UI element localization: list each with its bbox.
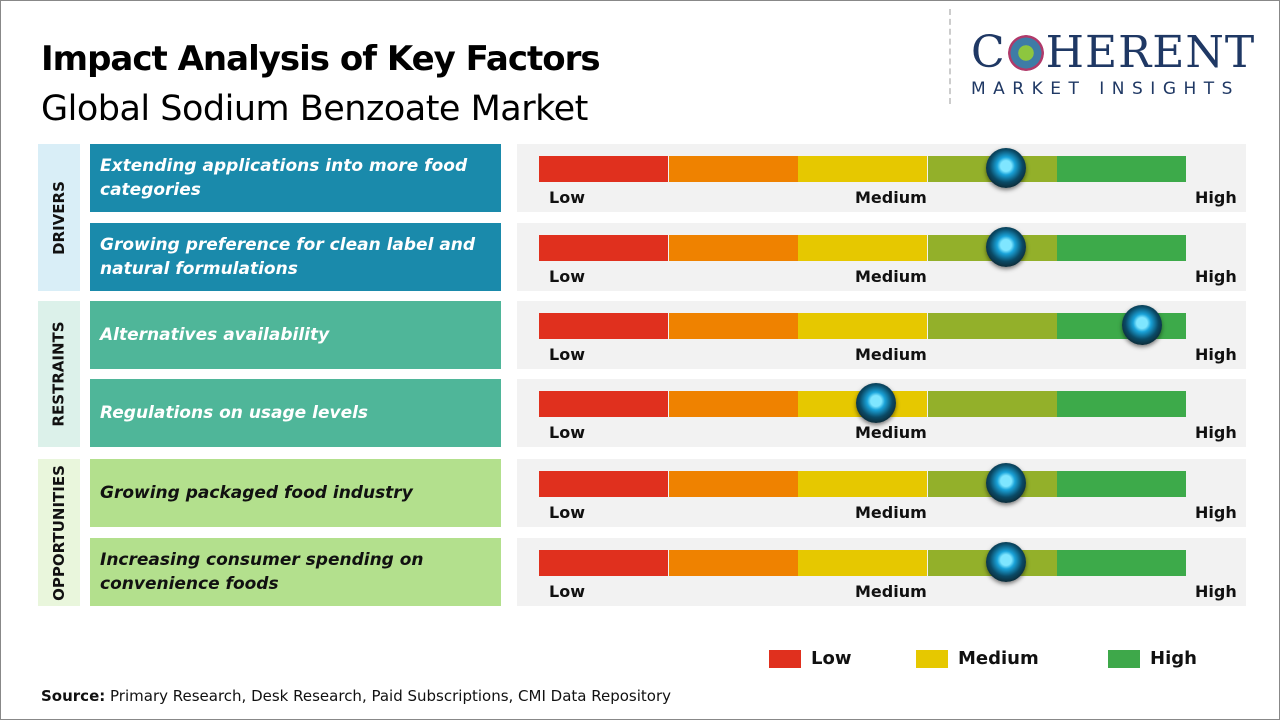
factor-text: Extending applications into more food ca… — [100, 156, 468, 200]
impact-gauge: Low Medium High — [517, 538, 1246, 606]
factor-box: Growing packaged food industry — [90, 459, 501, 527]
category-label: DRIVERS — [50, 180, 69, 255]
legend-label: High — [1150, 648, 1197, 669]
factor-box: Alternatives availability — [90, 301, 501, 369]
gauge-segment — [668, 471, 798, 497]
gauge-segment — [927, 313, 1057, 339]
gauge-segment — [539, 391, 668, 417]
legend-item: Low — [769, 648, 851, 669]
gauge-segment — [798, 156, 928, 182]
globe-icon — [1007, 35, 1044, 71]
gauge-segment — [1057, 550, 1187, 576]
gauge-segment — [539, 156, 668, 182]
source-label: Source: — [41, 687, 106, 705]
gauge-segment — [798, 471, 928, 497]
low-label: Low — [549, 345, 585, 364]
impact-gauge: Low Medium High — [517, 144, 1246, 212]
page-subtitle: Global Sodium Benzoate Market — [41, 89, 588, 129]
gauge-segment — [539, 471, 668, 497]
gauge-segment — [539, 235, 668, 261]
impact-gauge: Low Medium High — [517, 459, 1246, 527]
impact-marker-icon — [985, 463, 1026, 503]
gauge-segment — [1057, 156, 1187, 182]
factor-box: Regulations on usage levels — [90, 379, 501, 447]
high-label: High — [1195, 503, 1237, 522]
low-label: Low — [549, 188, 585, 207]
medium-label: Medium — [855, 423, 927, 442]
medium-label: Medium — [855, 345, 927, 364]
high-label: High — [1195, 267, 1237, 286]
legend-swatch — [1108, 649, 1140, 668]
gauge-segment — [798, 550, 928, 576]
high-label: High — [1195, 582, 1237, 601]
medium-label: Medium — [855, 267, 927, 286]
high-label: High — [1195, 423, 1237, 442]
gauge-segment — [1057, 235, 1187, 261]
impact-marker-icon — [1121, 305, 1162, 345]
impact-gauge: Low Medium High — [517, 223, 1246, 291]
factor-text: Increasing consumer spending on convenie… — [100, 550, 424, 594]
category-label: RESTRAINTS — [50, 321, 69, 427]
low-label: Low — [549, 267, 585, 286]
category-drivers: DRIVERS — [38, 144, 80, 291]
gauge-segment — [668, 313, 798, 339]
factor-box: Growing preference for clean label and n… — [90, 223, 501, 291]
factor-text: Regulations on usage levels — [100, 403, 369, 423]
category-restraints: RESTRAINTS — [38, 301, 80, 447]
gauge-segment — [927, 391, 1057, 417]
gauge-segment — [539, 313, 668, 339]
low-label: Low — [549, 503, 585, 522]
factor-text: Growing packaged food industry — [100, 483, 413, 503]
gauge-segment — [668, 235, 798, 261]
impact-marker-icon — [855, 383, 896, 423]
legend-item: High — [1108, 648, 1197, 669]
legend-label: Medium — [958, 648, 1039, 669]
divider — [949, 9, 951, 104]
impact-marker-icon — [985, 227, 1026, 267]
source-text: Primary Research, Desk Research, Paid Su… — [105, 687, 672, 705]
source-note: Source: Primary Research, Desk Research,… — [41, 687, 671, 705]
factor-box: Increasing consumer spending on convenie… — [90, 538, 501, 606]
medium-label: Medium — [855, 188, 927, 207]
high-label: High — [1195, 345, 1237, 364]
high-label: High — [1195, 188, 1237, 207]
low-label: Low — [549, 423, 585, 442]
gauge-segment — [1057, 471, 1187, 497]
factor-box: Extending applications into more food ca… — [90, 144, 501, 212]
gauge-segment — [539, 550, 668, 576]
medium-label: Medium — [855, 503, 927, 522]
legend-swatch — [769, 649, 801, 668]
category-label: OPPORTUNITIES — [50, 464, 68, 601]
impact-marker-icon — [985, 542, 1026, 582]
gauge-segment — [668, 550, 798, 576]
gauge-segment — [668, 156, 798, 182]
factor-text: Growing preference for clean label and n… — [100, 235, 476, 279]
impact-gauge: Low Medium High — [517, 379, 1246, 447]
gauge-segment — [668, 391, 798, 417]
legend-label: Low — [811, 648, 852, 669]
logo-subtitle: MARKET INSIGHTS — [971, 79, 1240, 99]
medium-label: Medium — [855, 582, 927, 601]
page-title: Impact Analysis of Key Factors — [41, 39, 601, 79]
logo: C HERENT MARKET INSIGHTS — [971, 27, 1256, 100]
gauge-segment — [798, 235, 928, 261]
legend-item: Medium — [916, 648, 1039, 669]
gauge-segment — [798, 313, 928, 339]
legend-swatch — [916, 649, 948, 668]
impact-gauge: Low Medium High — [517, 301, 1246, 369]
factor-text: Alternatives availability — [100, 325, 330, 345]
gauge-segment — [1057, 391, 1187, 417]
impact-marker-icon — [985, 148, 1026, 188]
low-label: Low — [549, 582, 585, 601]
category-opportunities: OPPORTUNITIES — [38, 459, 80, 606]
